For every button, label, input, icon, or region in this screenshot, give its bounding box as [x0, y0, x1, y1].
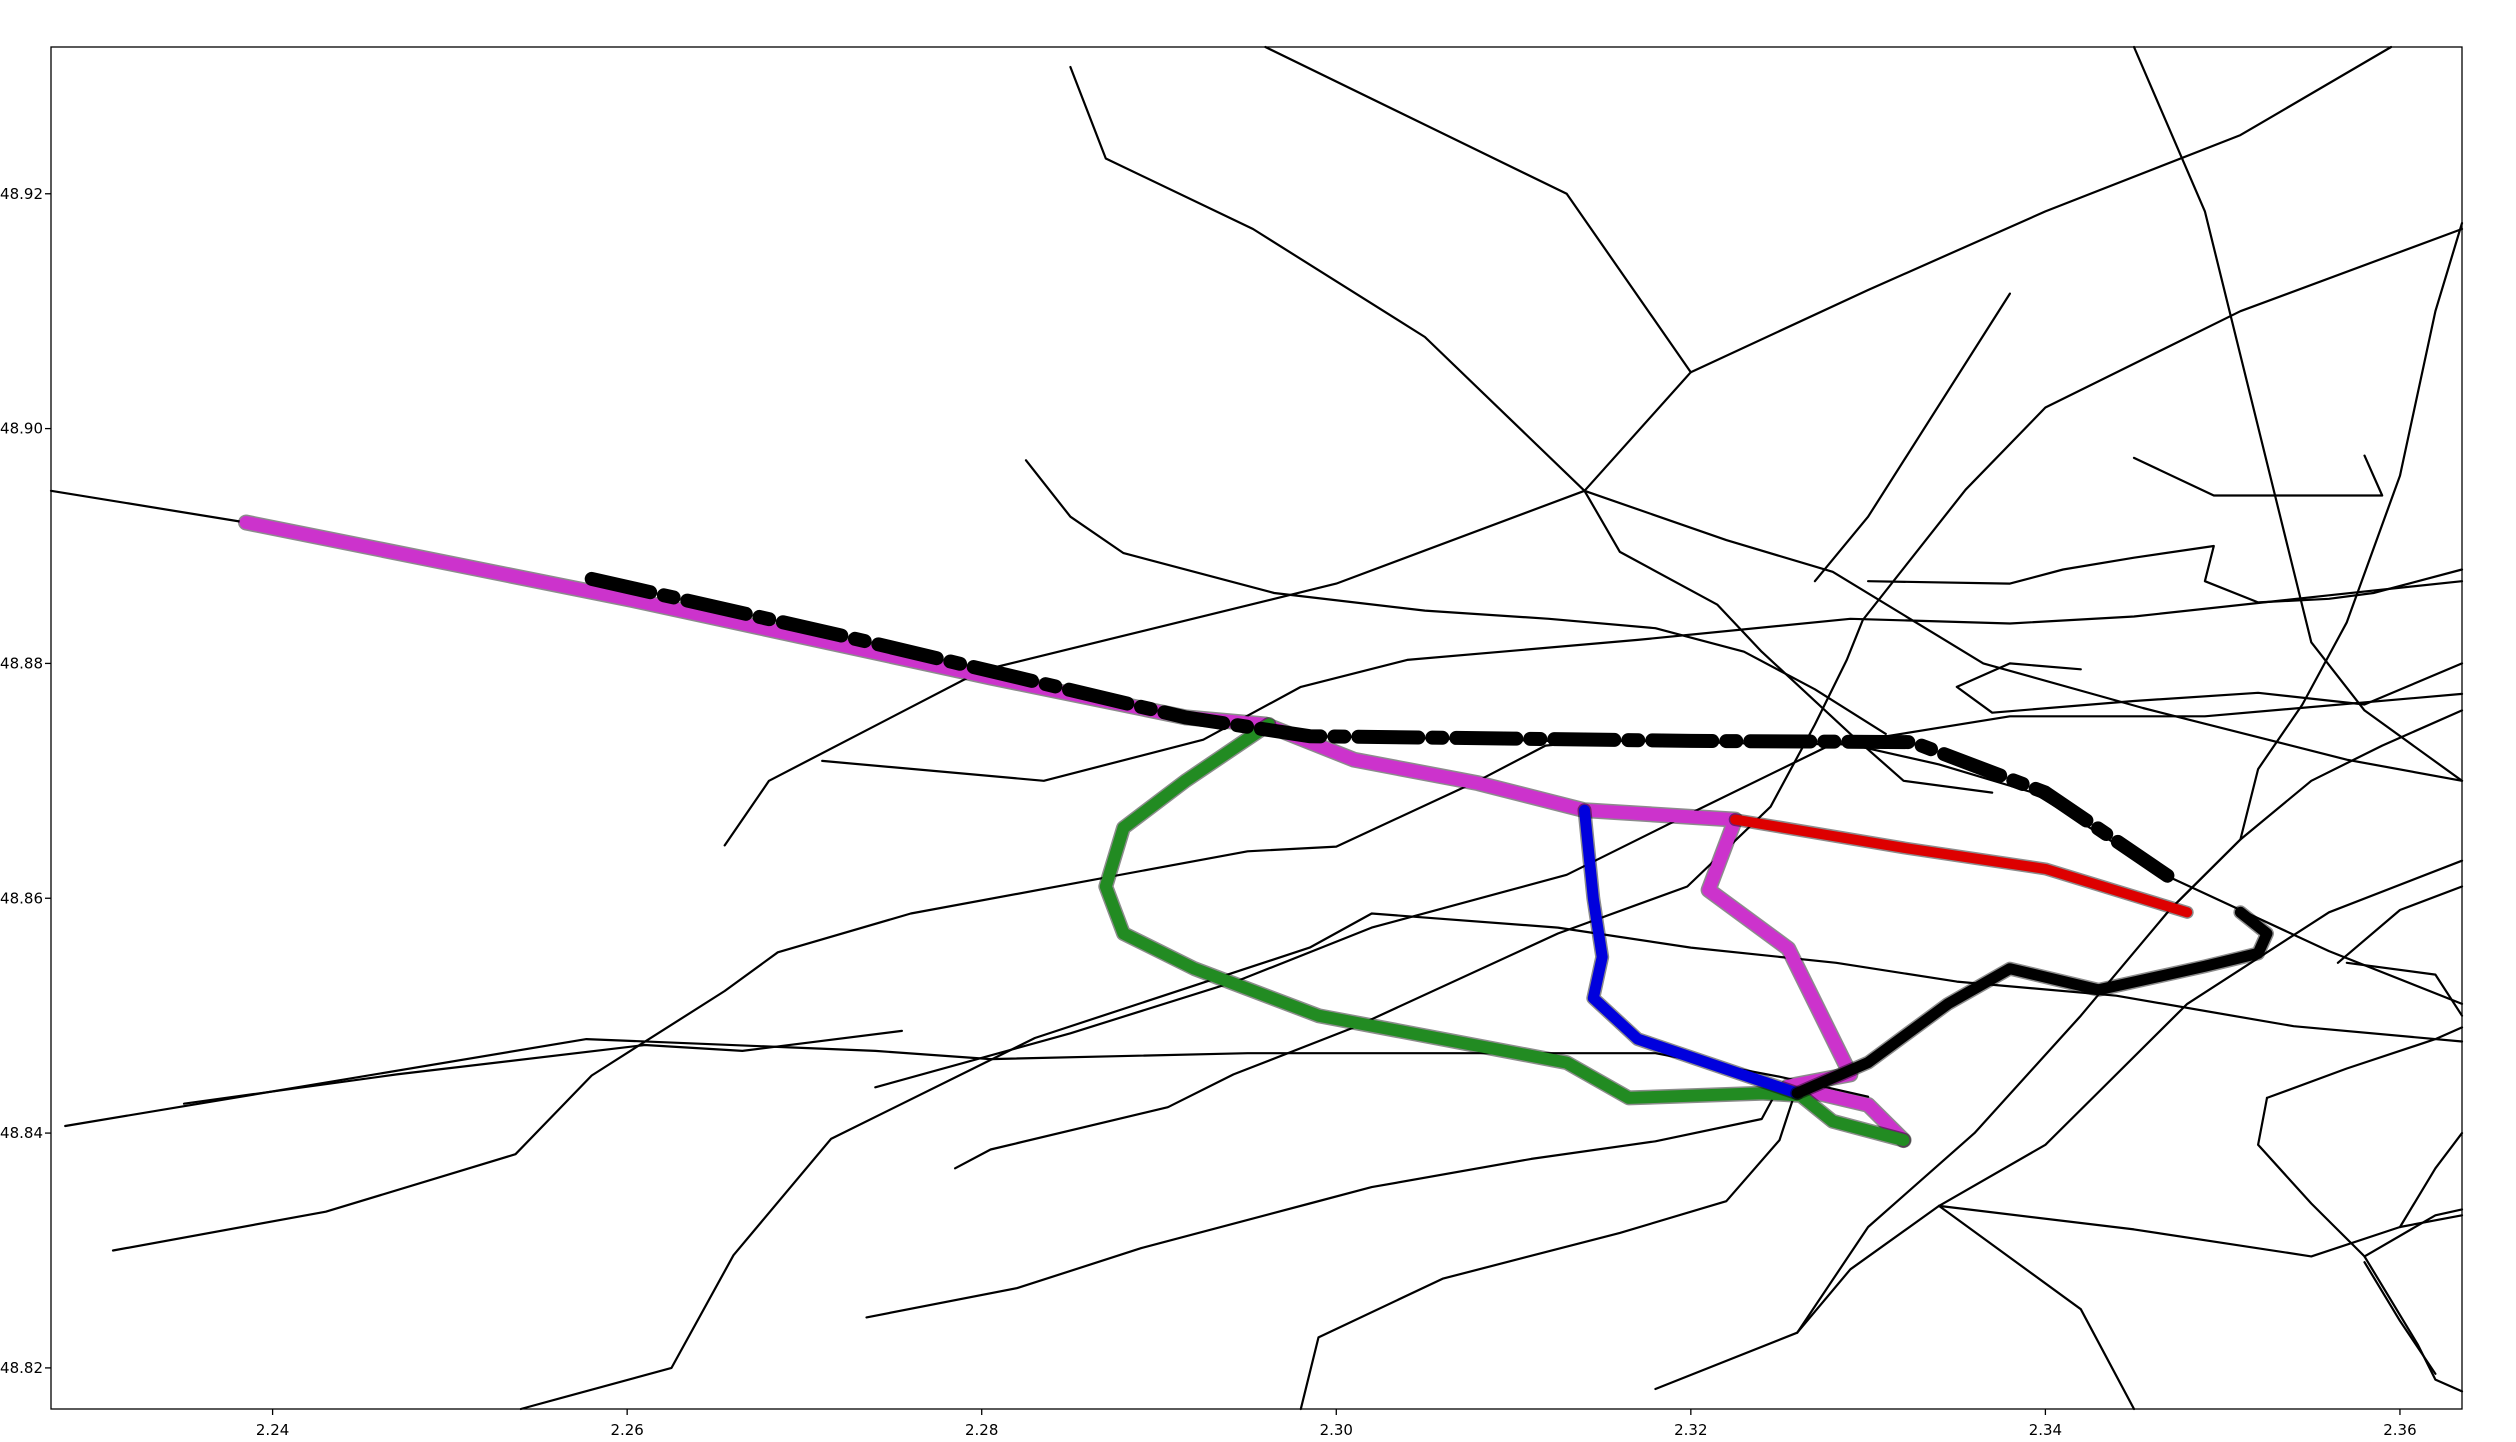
y-tick-label: 48.88: [0, 654, 43, 672]
route-line: [584, 571, 2177, 885]
route-line: [1730, 814, 2193, 918]
route-line: [1791, 906, 2273, 1099]
x-tick-label: 2.30: [1320, 1421, 1353, 1439]
x-tick-label: 2.24: [256, 1421, 289, 1439]
street-line: [2168, 709, 2464, 912]
x-tick-label: 2.34: [2029, 1421, 2062, 1439]
street-line: [2132, 454, 2384, 497]
street-line: [2363, 1208, 2464, 1258]
plot-area-frame: [50, 46, 2463, 1410]
x-tick-label: 2.26: [610, 1421, 643, 1439]
y-tick-label: 48.92: [0, 185, 43, 203]
y-tick-label: 48.84: [0, 1124, 43, 1142]
street-line: [111, 739, 1595, 1252]
street-line: [1299, 1084, 1799, 1411]
x-tick-label: 2.28: [965, 1421, 998, 1439]
y-tick-label: 48.90: [0, 420, 43, 438]
street-line: [2345, 961, 2464, 1017]
street-line: [1955, 662, 2464, 714]
route-line: [1579, 804, 1803, 1099]
street-line: [1264, 45, 1692, 374]
street-line: [1937, 1204, 2136, 1411]
street-line: [874, 692, 2464, 1089]
street-line: [1069, 65, 2464, 782]
street-line: [1796, 222, 2464, 1334]
street-line: [519, 912, 2464, 1411]
y-axis: 48.82 48.84 48.86 48.88 48.90 48.92: [0, 185, 51, 1377]
street-line: [2398, 1131, 2464, 1229]
y-tick-label: 48.82: [0, 1359, 43, 1377]
street-line: [1654, 859, 2464, 1391]
x-tick-label: 2.36: [2383, 1421, 2416, 1439]
street-line: [2132, 45, 2464, 782]
street-line: [182, 1029, 904, 1105]
street-line: [723, 45, 2393, 847]
street-line: [2336, 885, 2464, 964]
streets-layer: [49, 45, 2464, 1411]
street-line: [1866, 544, 2464, 604]
street-line: [2363, 1261, 2437, 1375]
street-line: [865, 1084, 1781, 1319]
street-line: [1813, 292, 2012, 583]
x-tick-label: 2.32: [1674, 1421, 1707, 1439]
street-line: [1583, 489, 1994, 794]
x-axis: 2.24 2.26 2.28 2.30 2.32 2.34 2.36: [256, 1409, 2417, 1439]
routes-layer: [238, 514, 2274, 1149]
street-line: [953, 227, 2464, 1170]
street-line: [2265, 1026, 2464, 1100]
street-line: [1024, 459, 1887, 736]
y-tick-label: 48.86: [0, 889, 43, 907]
street-line: [821, 580, 2464, 782]
